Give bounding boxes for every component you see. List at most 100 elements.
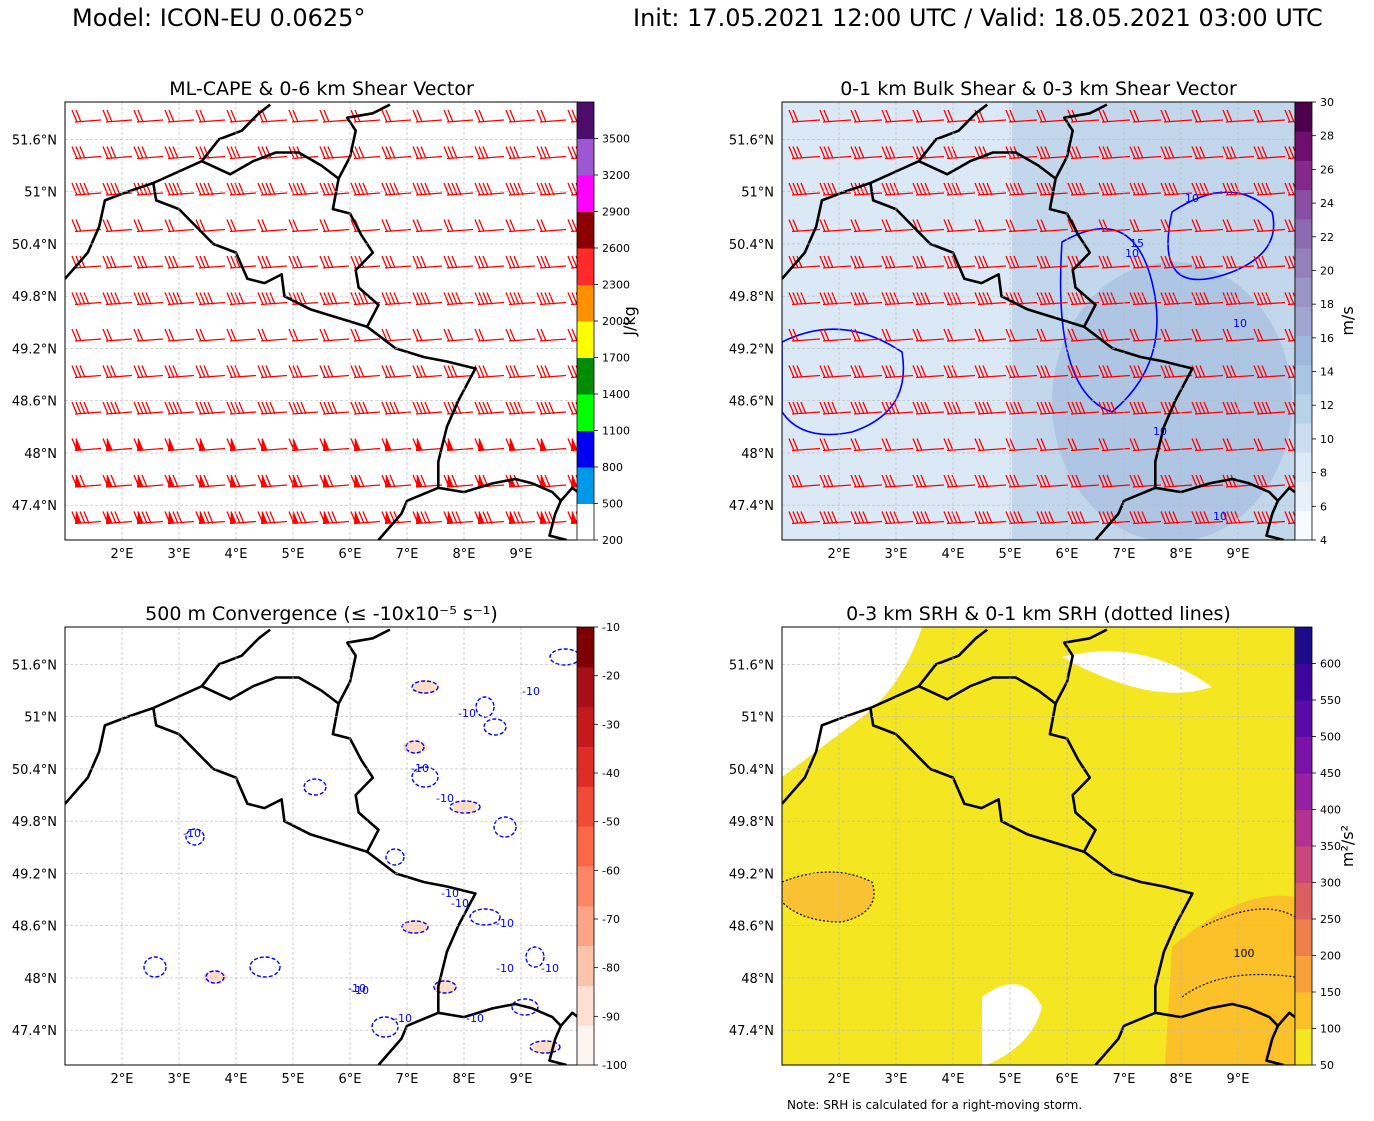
lon-tick-label: 5°E: [999, 547, 1022, 562]
barb-flag: [362, 182, 369, 196]
barb-flag: [881, 182, 888, 196]
barb-flag: [1075, 146, 1082, 159]
colorbar-segment: [1295, 452, 1312, 483]
barb-flag: [885, 401, 892, 415]
barb-flag: [1102, 292, 1109, 305]
conv-contour: [469, 908, 501, 926]
barb-shaft: [1070, 119, 1100, 123]
barb-flag: [800, 511, 807, 524]
barb-flag: [137, 365, 144, 378]
barb-flag: [982, 474, 989, 488]
barb-flag: [796, 474, 803, 488]
barb-flag: [540, 255, 547, 269]
conv-contour: [449, 800, 481, 814]
barb-flag: [505, 109, 512, 123]
barb-shaft: [1008, 484, 1038, 488]
barb-flag: [1292, 365, 1295, 372]
barb-flag: [478, 328, 485, 342]
barb-flag: [482, 292, 489, 305]
colorbar-tick-label: 150: [1320, 986, 1341, 999]
barb-flag: [544, 255, 551, 269]
barb-flag: [1168, 511, 1175, 524]
barb-flag: [924, 401, 931, 415]
barb-flag: [1017, 511, 1024, 524]
lat-tick-label: 49.8°N: [729, 815, 774, 830]
barb-flag: [567, 146, 574, 159]
barb-flag: [947, 292, 954, 305]
barb-flag: [955, 401, 962, 415]
barb-flag: [788, 182, 795, 196]
barb-flag: [416, 109, 423, 123]
barb-shaft: [198, 374, 226, 379]
barb-flag: [982, 292, 989, 305]
barb-pennant: [354, 511, 360, 524]
barb-flag: [1195, 511, 1202, 524]
barb-flag: [199, 292, 206, 305]
colorbar-tick-label: 1700: [602, 352, 630, 365]
colorbar-segment: [1295, 423, 1312, 453]
barb-shaft: [539, 119, 567, 123]
barb-shaft: [291, 265, 319, 269]
barb-shaft: [1163, 265, 1193, 269]
contour-label: 100: [1234, 947, 1255, 960]
barb-flag: [261, 109, 268, 123]
barb-flag: [1075, 401, 1082, 415]
barb-flag: [257, 328, 264, 342]
barb-flag: [509, 365, 516, 378]
barb-flag: [544, 292, 551, 305]
barb-flag: [226, 182, 233, 196]
lat-tick-label: 48°N: [24, 447, 57, 462]
conv-contour: [433, 980, 457, 994]
barb-flag: [858, 474, 865, 488]
barb-pennant: [323, 475, 329, 487]
colorbar-segment: [1295, 736, 1312, 774]
barb-flag: [1071, 292, 1078, 305]
barb-flag: [1265, 401, 1272, 415]
lon-tick-label: 8°E: [453, 547, 476, 562]
barb-flag: [1199, 146, 1206, 159]
border-line: [200, 628, 271, 688]
barb-shaft: [1287, 157, 1295, 160]
barb-flag: [1137, 365, 1144, 378]
barb-shaft: [1101, 374, 1131, 379]
barb-flag: [1102, 182, 1109, 196]
barb-pennant: [292, 438, 298, 451]
barb-flag: [288, 255, 295, 269]
barb-flag: [1257, 328, 1264, 342]
barb-shaft: [167, 374, 195, 379]
barb-flag: [362, 401, 369, 415]
barb-flag: [862, 511, 869, 524]
barb-pennant: [354, 475, 360, 487]
barb-pennant: [292, 475, 298, 487]
barb-flag: [265, 365, 272, 378]
srh-dotted-contour: [1181, 908, 1295, 998]
barb-flag: [226, 292, 233, 305]
barb-flag: [505, 328, 512, 342]
barb-flag: [1284, 401, 1291, 415]
barb-flag: [540, 219, 547, 232]
barb-flag: [168, 401, 175, 415]
barb-flag: [1106, 292, 1113, 305]
barb-flag: [1110, 401, 1117, 415]
barb-flag: [1226, 328, 1233, 342]
barb-flag: [567, 255, 574, 269]
barb-flag: [443, 292, 450, 305]
colorbar-segment: [1295, 277, 1312, 307]
barb-flag: [424, 511, 431, 524]
lon-tick-label: 4°E: [942, 1072, 965, 1087]
barb-flag: [916, 219, 923, 232]
barb-shaft: [1163, 228, 1193, 233]
barb-flag: [443, 255, 450, 269]
barb-flag: [1079, 182, 1086, 196]
barb-flag: [1203, 401, 1210, 415]
barb-flag: [788, 219, 795, 232]
colorbar-segment: [577, 211, 594, 249]
barb-shaft: [415, 119, 443, 123]
barb-flag: [978, 219, 985, 232]
barb-flag: [1164, 474, 1171, 488]
barb-flag: [381, 292, 388, 305]
barb-flag: [358, 401, 365, 415]
barb-flag: [796, 182, 803, 196]
colorbar-frame: [1294, 101, 1313, 541]
barb-flag: [947, 182, 954, 196]
